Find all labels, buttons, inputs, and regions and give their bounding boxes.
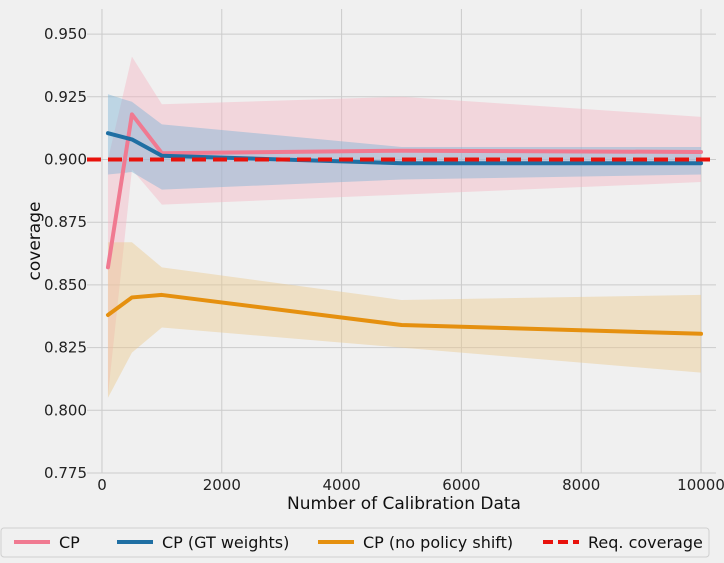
y-tick-label: 0.775 [44, 464, 87, 482]
y-tick-label: 0.800 [44, 401, 87, 419]
legend: CP CP (GT weights) CP (no policy shift) Req… [0, 527, 710, 558]
band-cp-gt-weights [107, 94, 702, 190]
line-cp-no-policy-shift [105, 292, 704, 336]
y-tick-label: 0.875 [44, 213, 87, 231]
series-lines [105, 112, 704, 336]
legend-label: CP (GT weights) [162, 533, 289, 552]
y-tick-label: 0.950 [44, 25, 87, 43]
x-axis-label: Number of Calibration Data [287, 494, 521, 514]
legend-label: CP (no policy shift) [363, 533, 513, 552]
x-tick-label: 4000 [323, 476, 361, 494]
x-tick-label: 2000 [203, 476, 241, 494]
legend-label: Req. coverage [588, 533, 703, 552]
y-tick-label: 0.825 [44, 339, 87, 357]
y-tick-label: 0.925 [44, 88, 87, 106]
y-tick-label: 0.900 [44, 150, 87, 168]
line-cp [105, 112, 704, 270]
tick-labels: 0 2000 4000 6000 8000 10000 0.775 0.800 0.825 0.8… [44, 25, 724, 494]
x-tick-label: 6000 [442, 476, 480, 494]
x-tick-label: 0 [97, 476, 107, 494]
line-cp-gt-weights [105, 131, 704, 166]
legend-label: CP [59, 533, 80, 552]
grid-lines [87, 9, 716, 474]
confidence-bands [107, 56, 702, 398]
band-cp [107, 56, 702, 396]
x-tick-label: 10000 [677, 476, 724, 494]
band-cp-no-policy-shift [107, 242, 702, 398]
y-tick-label: 0.850 [44, 276, 87, 294]
y-axis-label: coverage [25, 202, 45, 281]
legend-frame [0, 527, 710, 558]
x-tick-label: 8000 [562, 476, 600, 494]
